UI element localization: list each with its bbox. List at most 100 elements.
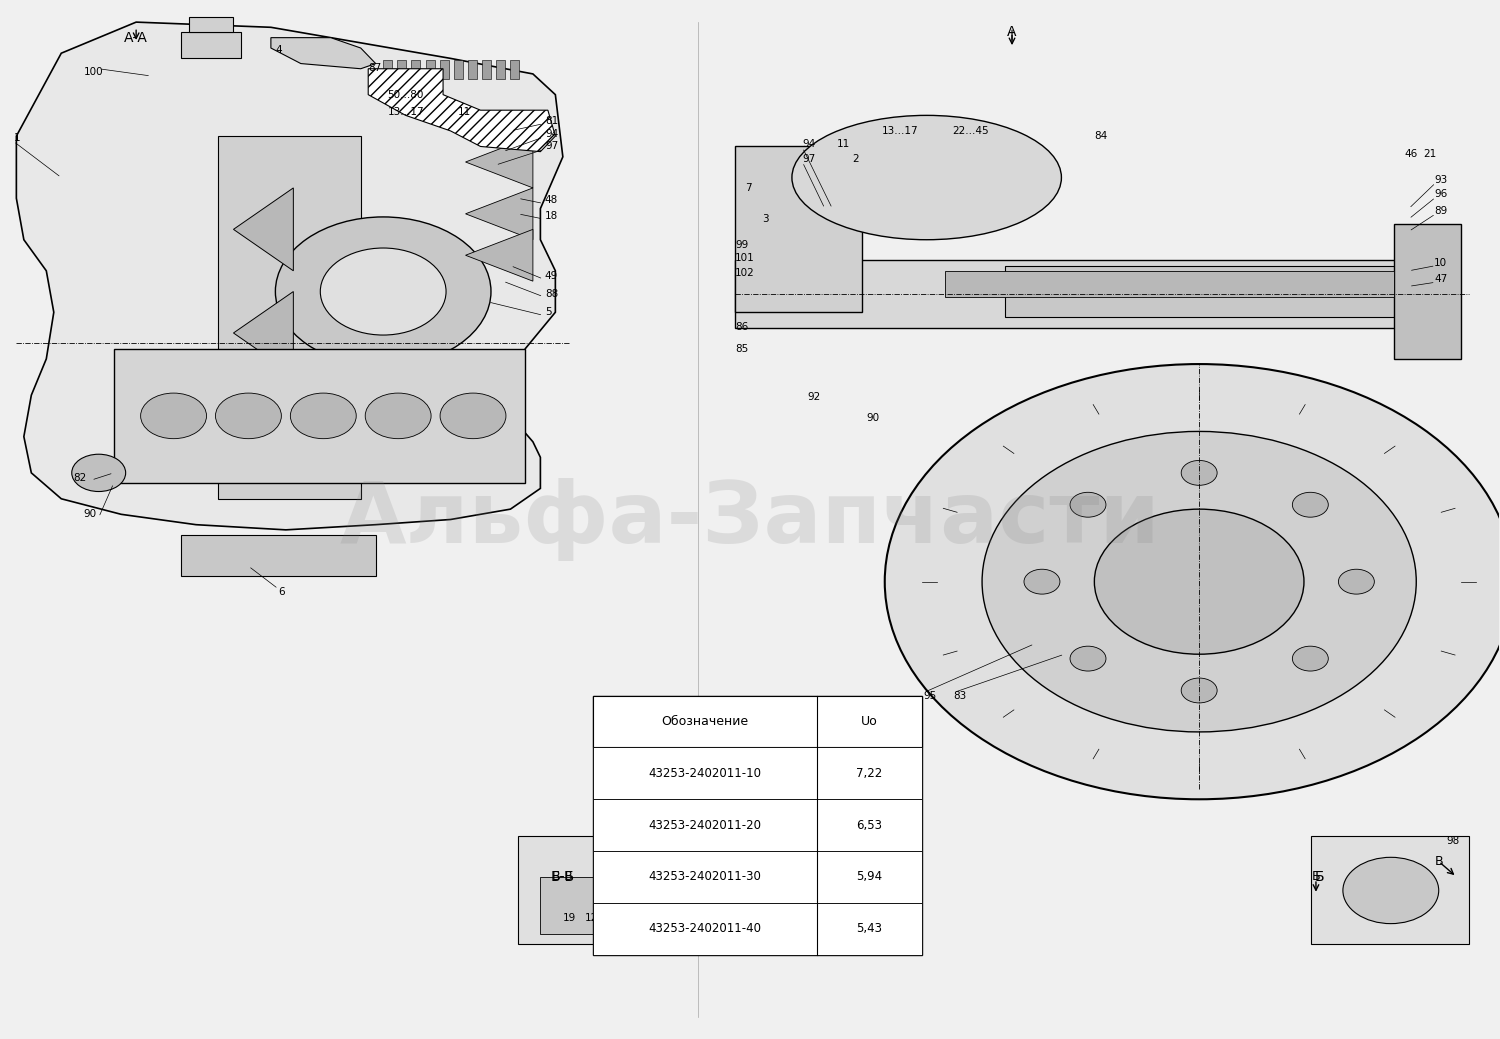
- Text: 47: 47: [1434, 274, 1448, 284]
- Bar: [735, 261, 1438, 327]
- Circle shape: [1338, 569, 1374, 594]
- Text: 5,94: 5,94: [856, 871, 882, 883]
- Bar: [510, 60, 519, 79]
- Text: 3: 3: [762, 214, 768, 224]
- Text: 94: 94: [802, 139, 816, 150]
- Bar: [496, 60, 506, 79]
- Text: 7: 7: [746, 183, 752, 193]
- Text: Б: Б: [1314, 870, 1324, 884]
- Text: 20: 20: [612, 913, 626, 924]
- Text: 5: 5: [544, 308, 552, 317]
- Circle shape: [216, 393, 282, 438]
- Text: 43253-2402011-30: 43253-2402011-30: [648, 871, 760, 883]
- Bar: [411, 60, 420, 79]
- Polygon shape: [465, 136, 532, 188]
- Circle shape: [1180, 678, 1216, 703]
- Text: 87: 87: [368, 62, 381, 73]
- Text: 86: 86: [735, 322, 748, 331]
- Text: В-В: В-В: [552, 871, 573, 883]
- Text: Б-Б: Б-Б: [550, 870, 574, 884]
- Bar: [454, 60, 464, 79]
- Circle shape: [276, 217, 490, 366]
- Bar: [182, 32, 242, 58]
- Text: Альфа-Запчасти: Альфа-Запчасти: [339, 478, 1161, 561]
- Bar: [518, 835, 615, 944]
- Text: 97: 97: [802, 154, 816, 164]
- Circle shape: [1095, 509, 1304, 655]
- Text: Б: Б: [1311, 871, 1320, 883]
- Text: 43253-2402011-10: 43253-2402011-10: [648, 767, 762, 780]
- Text: 13...17: 13...17: [882, 126, 918, 136]
- Text: В: В: [1434, 855, 1443, 868]
- Polygon shape: [234, 292, 294, 374]
- Bar: [592, 903, 922, 955]
- Bar: [1311, 835, 1468, 944]
- Text: 102: 102: [735, 268, 754, 277]
- Text: 93: 93: [1434, 175, 1448, 185]
- Polygon shape: [16, 22, 562, 530]
- Text: 92: 92: [807, 393, 820, 402]
- Text: 88: 88: [544, 289, 558, 298]
- Text: Обозначение: Обозначение: [662, 715, 748, 728]
- Text: 19: 19: [562, 913, 576, 924]
- Ellipse shape: [792, 115, 1062, 240]
- Text: 98: 98: [1446, 835, 1460, 846]
- Text: 22...45: 22...45: [952, 126, 988, 136]
- Bar: [592, 747, 922, 799]
- Text: 83: 83: [954, 691, 968, 700]
- Bar: [1005, 266, 1401, 318]
- Text: 50...80: 50...80: [387, 89, 424, 100]
- Polygon shape: [234, 374, 294, 457]
- Bar: [592, 696, 922, 955]
- Text: 100: 100: [84, 66, 104, 77]
- Text: 97: 97: [544, 141, 558, 152]
- Text: 90: 90: [84, 509, 98, 520]
- Bar: [114, 348, 525, 483]
- Text: 49: 49: [544, 271, 558, 281]
- Text: 81: 81: [544, 115, 558, 126]
- Bar: [540, 877, 592, 934]
- Text: А: А: [1008, 26, 1017, 39]
- Text: 94: 94: [544, 129, 558, 139]
- Circle shape: [72, 454, 126, 491]
- Text: 95: 95: [924, 691, 938, 700]
- Text: А-А: А-А: [124, 31, 148, 45]
- Bar: [592, 851, 922, 903]
- Circle shape: [291, 393, 356, 438]
- Circle shape: [982, 431, 1416, 731]
- Bar: [592, 696, 922, 747]
- Bar: [398, 60, 406, 79]
- Text: 43253-2402011-20: 43253-2402011-20: [648, 819, 762, 831]
- Bar: [735, 146, 862, 313]
- Circle shape: [1024, 569, 1060, 594]
- Polygon shape: [465, 230, 532, 282]
- Bar: [482, 60, 490, 79]
- Text: 43253-2402011-40: 43253-2402011-40: [648, 923, 762, 935]
- Bar: [219, 136, 360, 499]
- Text: 90: 90: [867, 412, 880, 423]
- Circle shape: [440, 393, 506, 438]
- Circle shape: [1180, 460, 1216, 485]
- Circle shape: [1293, 492, 1329, 517]
- Text: Uo: Uo: [861, 715, 877, 728]
- Text: 46: 46: [1404, 149, 1417, 159]
- Text: 85: 85: [735, 344, 748, 353]
- Text: 21: 21: [1424, 149, 1437, 159]
- Bar: [1394, 224, 1461, 358]
- Text: 4: 4: [276, 45, 282, 55]
- Circle shape: [1070, 646, 1106, 671]
- Text: 10: 10: [1434, 258, 1448, 267]
- Polygon shape: [368, 69, 555, 152]
- Text: 6,53: 6,53: [856, 819, 882, 831]
- Circle shape: [1293, 646, 1329, 671]
- Bar: [382, 60, 392, 79]
- Bar: [182, 535, 375, 577]
- Text: 84: 84: [1095, 131, 1107, 141]
- Text: 18: 18: [544, 211, 558, 221]
- Text: 48: 48: [544, 195, 558, 206]
- Circle shape: [885, 364, 1500, 799]
- Polygon shape: [272, 37, 375, 69]
- Circle shape: [141, 393, 207, 438]
- Text: 11: 11: [837, 139, 850, 150]
- Bar: [426, 60, 435, 79]
